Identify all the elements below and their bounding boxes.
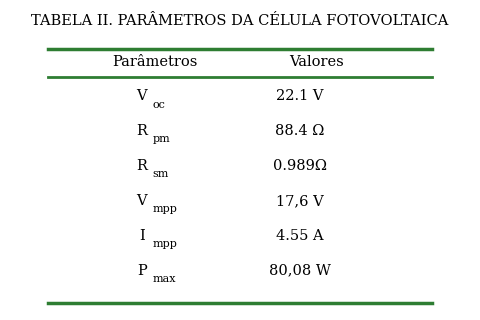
Text: max: max — [153, 274, 176, 284]
Text: R: R — [136, 159, 147, 173]
Text: 4.55 A: 4.55 A — [276, 229, 324, 243]
Text: R: R — [136, 124, 147, 138]
Text: TABELA II. PARÂMETROS DA CÉLULA FOTOVOLTAICA: TABELA II. PARÂMETROS DA CÉLULA FOTOVOLT… — [31, 13, 449, 28]
Text: 88.4 Ω: 88.4 Ω — [275, 124, 324, 138]
Text: oc: oc — [153, 100, 166, 109]
Text: P: P — [137, 264, 147, 278]
Text: 80,08 W: 80,08 W — [269, 264, 331, 278]
Text: I: I — [139, 229, 145, 243]
Text: mpp: mpp — [153, 204, 178, 214]
Text: Parâmetros: Parâmetros — [112, 55, 197, 69]
Text: Valores: Valores — [289, 55, 344, 69]
Text: 0.989Ω: 0.989Ω — [273, 159, 327, 173]
Text: sm: sm — [153, 169, 169, 179]
Text: pm: pm — [153, 134, 170, 144]
Text: V: V — [137, 194, 147, 208]
Text: 17,6 V: 17,6 V — [276, 194, 324, 208]
Text: V: V — [137, 89, 147, 103]
Text: mpp: mpp — [153, 239, 178, 249]
Text: 22.1 V: 22.1 V — [276, 89, 324, 103]
